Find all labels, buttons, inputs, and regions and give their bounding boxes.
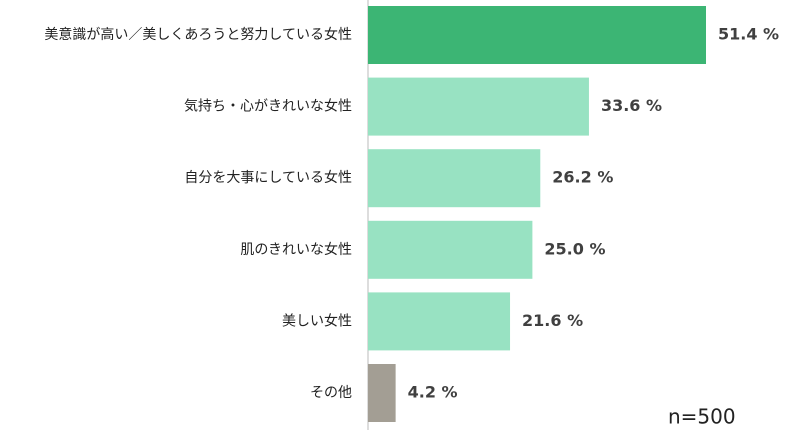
bar <box>368 149 541 208</box>
value-label: 51.4 % <box>718 25 779 44</box>
category-label: 肌のきれいな女性 <box>240 241 352 258</box>
bar <box>368 292 511 351</box>
value-label: 26.2 % <box>552 168 613 187</box>
bar <box>368 6 706 64</box>
category-label: 自分を大事にしている女性 <box>184 169 352 186</box>
category-label: 美しい女性 <box>282 312 352 329</box>
category-label: その他 <box>310 385 352 401</box>
category-label: 美意識が高い／美しくあろうと努力している女性 <box>44 26 352 43</box>
bar <box>368 77 589 136</box>
value-label: 21.6 % <box>522 311 583 330</box>
value-label: 33.6 % <box>601 96 662 115</box>
value-label: 25.0 % <box>544 239 605 258</box>
bar <box>368 220 533 279</box>
category-label: 気持ち・心がきれいな女性 <box>184 98 352 115</box>
bar <box>368 364 396 422</box>
value-label: 4.2 % <box>408 383 458 402</box>
sample-size: n=500 <box>668 405 736 429</box>
